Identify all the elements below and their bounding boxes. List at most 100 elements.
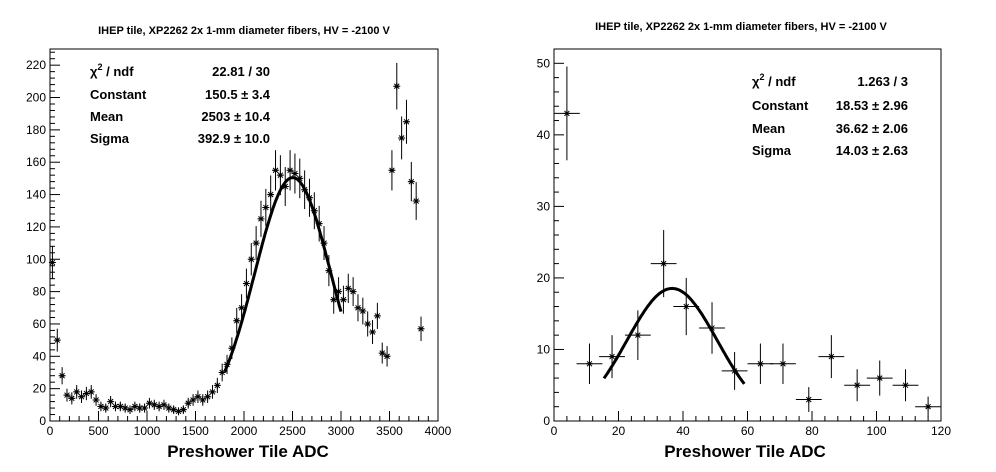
left-y-tick-label: 120 bbox=[26, 220, 46, 234]
left-fit-statistics: χ2 / ndf 22.81 / 30 Constant 150.5 ± 3.4… bbox=[90, 62, 271, 146]
data-point bbox=[63, 389, 70, 402]
data-point bbox=[170, 405, 177, 414]
left-histogram-panel: IHEP tile, XP2262 2x 1-mm diameter fiber… bbox=[26, 25, 452, 461]
left-chart-title: IHEP tile, XP2262 2x 1-mm diameter fiber… bbox=[98, 25, 390, 37]
data-point bbox=[180, 405, 187, 414]
data-point bbox=[272, 150, 279, 190]
left-x-tick-label: 2500 bbox=[279, 424, 306, 438]
data-point bbox=[102, 403, 109, 412]
data-point bbox=[554, 66, 580, 160]
data-point bbox=[384, 346, 391, 366]
data-point bbox=[867, 361, 893, 396]
data-point bbox=[88, 385, 95, 399]
left-y-tick-label: 180 bbox=[26, 123, 46, 137]
data-point bbox=[175, 407, 182, 415]
left-y-tick-label: 160 bbox=[26, 155, 46, 169]
right-y-tick-label: 40 bbox=[537, 128, 551, 142]
data-point bbox=[818, 335, 844, 378]
data-point bbox=[122, 403, 129, 412]
data-point bbox=[350, 277, 357, 306]
histogram-figure: IHEP tile, XP2262 2x 1-mm diameter fiber… bbox=[0, 0, 996, 472]
left-stat-sigma-value: 392.9 ± 10.0 bbox=[198, 131, 270, 146]
data-point bbox=[413, 182, 420, 220]
right-x-axis-label: Preshower Tile ADC bbox=[664, 442, 826, 461]
data-point bbox=[418, 317, 425, 341]
left-gaussian-fit-curve bbox=[225, 178, 341, 372]
right-histogram-panel: IHEP tile, XP2262 2x 1-mm diameter fiber… bbox=[537, 21, 952, 461]
left-x-tick-label: 1000 bbox=[134, 424, 161, 438]
right-y-tick-label: 20 bbox=[537, 271, 551, 285]
left-y-tick-label: 80 bbox=[33, 285, 47, 299]
right-y-tick-label: 50 bbox=[537, 56, 551, 70]
right-y-tick-label: 30 bbox=[537, 199, 551, 213]
data-point bbox=[915, 397, 941, 417]
left-y-tick-label: 0 bbox=[39, 414, 46, 428]
left-x-tick-label: 3500 bbox=[376, 424, 403, 438]
data-point bbox=[408, 162, 415, 201]
data-point bbox=[248, 243, 255, 275]
left-x-tick-label: 1500 bbox=[182, 424, 209, 438]
right-stat-constant-label: Constant bbox=[752, 98, 809, 113]
data-point bbox=[194, 390, 201, 403]
right-y-tick-label: 10 bbox=[537, 342, 551, 356]
left-x-tick-label: 500 bbox=[88, 424, 108, 438]
right-gaussian-fit-curve bbox=[604, 288, 744, 384]
data-point bbox=[374, 303, 381, 329]
data-point bbox=[403, 100, 410, 144]
left-stat-mean-label: Mean bbox=[90, 109, 123, 124]
data-point bbox=[388, 150, 395, 190]
data-point bbox=[199, 394, 206, 406]
left-stat-chi2-label: χ2 / ndf bbox=[90, 62, 134, 79]
data-point bbox=[345, 274, 352, 303]
left-y-tick-label: 20 bbox=[33, 382, 47, 396]
data-point bbox=[364, 311, 371, 336]
data-point bbox=[844, 369, 870, 401]
left-stat-sigma-label: Sigma bbox=[90, 131, 130, 146]
right-x-tick-label: 120 bbox=[931, 424, 951, 438]
right-fit-statistics: χ2 / ndf 1.263 / 3 Constant 18.53 ± 2.96… bbox=[752, 72, 908, 158]
left-x-tick-label: 0 bbox=[47, 424, 54, 438]
right-stat-mean-label: Mean bbox=[752, 121, 785, 136]
data-point bbox=[291, 154, 298, 194]
right-x-tick-label: 40 bbox=[676, 424, 690, 438]
data-point bbox=[185, 398, 192, 409]
data-point bbox=[354, 294, 361, 321]
data-point bbox=[577, 344, 603, 384]
data-point bbox=[379, 343, 386, 364]
left-x-axis-label: Preshower Tile ADC bbox=[167, 442, 329, 461]
left-plot-frame bbox=[50, 49, 438, 421]
left-x-tick-label: 2000 bbox=[231, 424, 258, 438]
right-x-tick-label: 0 bbox=[551, 424, 558, 438]
left-y-tick-label: 140 bbox=[26, 188, 46, 202]
data-point bbox=[796, 387, 822, 412]
data-point bbox=[893, 369, 919, 401]
data-point bbox=[107, 396, 114, 407]
left-y-tick-label: 220 bbox=[26, 58, 46, 72]
left-stat-constant-label: Constant bbox=[90, 87, 147, 102]
right-chart-title: IHEP tile, XP2262 2x 1-mm diameter fiber… bbox=[595, 21, 887, 33]
right-stat-chi2-label: χ2 / ndf bbox=[752, 72, 796, 89]
data-point bbox=[748, 344, 774, 384]
left-y-tick-label: 60 bbox=[33, 317, 47, 331]
right-x-tick-label: 80 bbox=[805, 424, 819, 438]
data-point bbox=[59, 367, 66, 384]
right-stat-sigma-value: 14.03 ± 2.63 bbox=[836, 143, 908, 158]
right-x-tick-label: 100 bbox=[866, 424, 886, 438]
data-point bbox=[359, 298, 366, 325]
data-point bbox=[257, 201, 264, 237]
data-point bbox=[393, 63, 400, 110]
data-point bbox=[599, 335, 625, 378]
data-point bbox=[83, 387, 90, 400]
left-y-tick-label: 100 bbox=[26, 252, 46, 266]
right-x-tick-label: 20 bbox=[612, 424, 626, 438]
left-x-tick-label: 3000 bbox=[328, 424, 355, 438]
data-point bbox=[190, 394, 197, 406]
left-x-tick-label: 4000 bbox=[425, 424, 452, 438]
data-point bbox=[770, 344, 796, 384]
right-stat-chi2-value: 1.263 / 3 bbox=[857, 74, 908, 89]
left-stat-constant-value: 150.5 ± 3.4 bbox=[205, 87, 271, 102]
right-y-tick-label: 0 bbox=[543, 414, 550, 428]
right-stat-mean-value: 36.62 ± 2.06 bbox=[836, 121, 908, 136]
data-point bbox=[398, 117, 405, 160]
left-stat-chi2-value: 22.81 / 30 bbox=[212, 64, 270, 79]
